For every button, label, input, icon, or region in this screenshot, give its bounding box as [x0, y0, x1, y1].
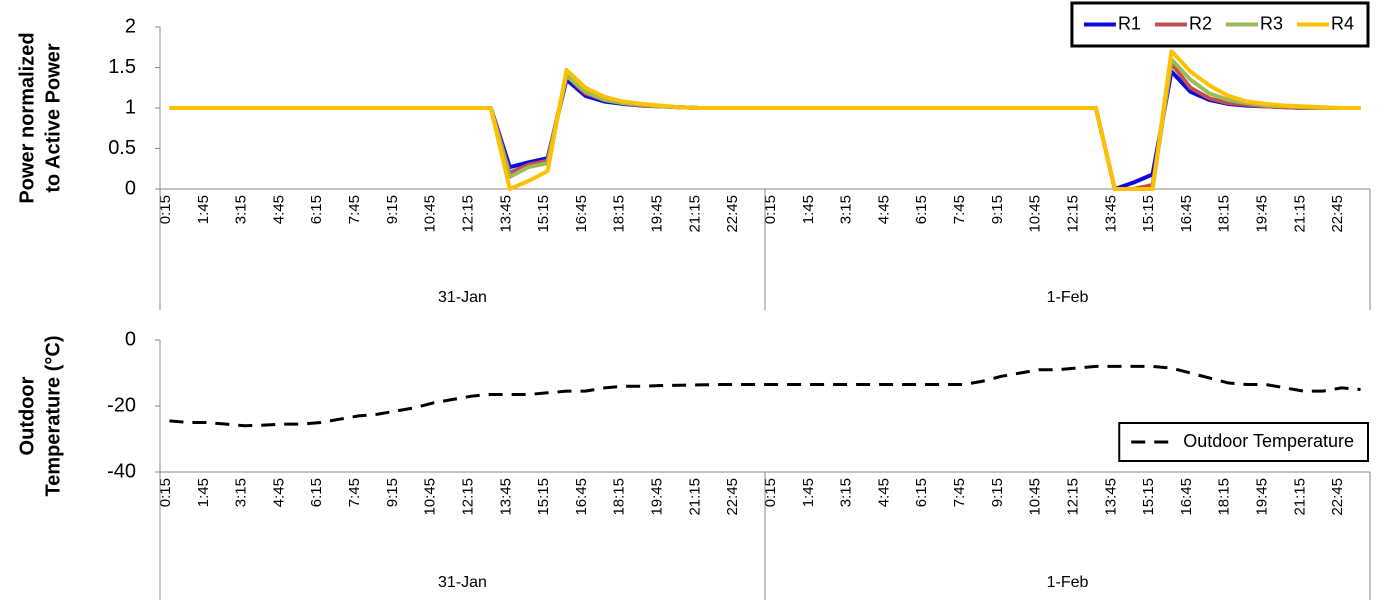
x-tick-label: 3:15: [233, 478, 250, 507]
y-tick-label: 1.5: [108, 56, 136, 78]
x-tick-label: 19:45: [1254, 478, 1271, 516]
x-tick-label: 18:15: [1216, 195, 1233, 233]
x-tick-label: 3:15: [838, 195, 855, 224]
x-tick-label: 22:45: [1329, 195, 1346, 233]
group-label: 1-Feb: [1047, 574, 1089, 591]
x-tick-label: 1:45: [800, 195, 817, 224]
x-tick-label: 1:45: [195, 478, 212, 507]
group-label: 31-Jan: [438, 289, 487, 306]
x-tick-label: 15:15: [1140, 195, 1157, 233]
series-line: [169, 49, 1361, 191]
x-tick-label: 21:15: [1291, 195, 1308, 233]
x-tick-label: 10:45: [1027, 195, 1044, 233]
x-tick-label: 9:15: [384, 478, 401, 507]
x-tick-label: 7:45: [951, 195, 968, 224]
x-tick-label: 19:45: [649, 195, 666, 233]
group-label: 1-Feb: [1047, 289, 1089, 306]
x-tick-label: 10:45: [422, 478, 439, 516]
y-tick-label: 1: [125, 96, 136, 118]
legend-label: R4: [1331, 13, 1354, 33]
x-tick-label: 13:45: [497, 478, 514, 516]
x-tick-label: 4:45: [270, 478, 287, 507]
x-tick-label: 13:45: [1102, 478, 1119, 516]
x-tick-label: 22:45: [1329, 478, 1346, 516]
series-line: [169, 364, 1361, 428]
x-tick-label: 1:45: [195, 195, 212, 224]
x-tick-label: 4:45: [875, 478, 892, 507]
x-tick-label: 4:45: [875, 195, 892, 224]
y-tick-label: 0.5: [108, 137, 136, 159]
legend-label: R3: [1260, 13, 1283, 33]
x-tick-label: 0:15: [762, 195, 779, 224]
x-tick-label: 13:45: [497, 195, 514, 233]
y-tick-label: -40: [107, 460, 136, 482]
x-tick-label: 22:45: [724, 195, 741, 233]
x-tick-label: 4:45: [270, 195, 287, 224]
x-tick-label: 21:15: [686, 478, 703, 516]
x-tick-label: 18:15: [1216, 478, 1233, 516]
x-tick-label: 19:45: [649, 478, 666, 516]
x-tick-label: 13:45: [1102, 195, 1119, 233]
x-tick-label: 3:15: [233, 195, 250, 224]
x-tick-label: 9:15: [989, 195, 1006, 224]
y-axis-title: Power normalized: [16, 32, 38, 203]
series-line: [169, 69, 1361, 191]
x-tick-label: 7:45: [951, 478, 968, 507]
y-tick-label: 2: [125, 15, 136, 37]
x-tick-label: 0:15: [157, 478, 174, 507]
y-tick-label: 0: [125, 177, 136, 199]
x-tick-label: 0:15: [762, 478, 779, 507]
x-tick-label: 15:15: [1140, 478, 1157, 516]
x-tick-label: 6:15: [913, 195, 930, 224]
legend-label: R1: [1118, 13, 1141, 33]
x-tick-label: 9:15: [989, 478, 1006, 507]
x-tick-label: 12:15: [459, 478, 476, 516]
legend: R1 R2 R3 R4: [1070, 1, 1370, 48]
x-tick-label: 22:45: [724, 478, 741, 516]
legend-label: Outdoor Temperature: [1183, 431, 1354, 451]
x-tick-label: 18:15: [611, 478, 628, 516]
x-tick-label: 1:45: [800, 478, 817, 507]
x-tick-label: 9:15: [384, 195, 401, 224]
y-axis-title: Temperature (°C): [42, 336, 64, 497]
x-tick-label: 12:15: [1064, 478, 1081, 516]
x-tick-label: 16:45: [1178, 195, 1195, 233]
x-tick-label: 21:15: [686, 195, 703, 233]
x-tick-label: 10:45: [422, 195, 439, 233]
x-tick-label: 7:45: [346, 478, 363, 507]
x-tick-label: 7:45: [346, 195, 363, 224]
x-tick-label: 12:15: [1064, 195, 1081, 233]
x-tick-label: 6:15: [913, 478, 930, 507]
x-tick-label: 3:15: [838, 478, 855, 507]
x-tick-label: 6:15: [308, 478, 325, 507]
x-tick-label: 0:15: [157, 195, 174, 224]
legend: Outdoor Temperature: [1118, 422, 1369, 462]
x-tick-label: 16:45: [573, 195, 590, 233]
y-axis-title: Outdoor: [16, 376, 38, 455]
y-tick-label: -20: [107, 394, 136, 416]
x-tick-label: 6:15: [308, 195, 325, 224]
x-tick-label: 16:45: [1178, 478, 1195, 516]
x-tick-label: 19:45: [1254, 195, 1271, 233]
y-tick-label: 0: [125, 328, 136, 350]
legend-label: R2: [1189, 13, 1212, 33]
x-tick-label: 18:15: [611, 195, 628, 233]
x-tick-label: 16:45: [573, 478, 590, 516]
x-tick-label: 10:45: [1027, 478, 1044, 516]
x-tick-label: 15:15: [535, 195, 552, 233]
x-tick-label: 12:15: [459, 195, 476, 233]
y-axis-title: to Active Power: [42, 43, 64, 193]
x-tick-label: 15:15: [535, 478, 552, 516]
x-tick-label: 21:15: [1291, 478, 1308, 516]
group-label: 31-Jan: [438, 574, 487, 591]
